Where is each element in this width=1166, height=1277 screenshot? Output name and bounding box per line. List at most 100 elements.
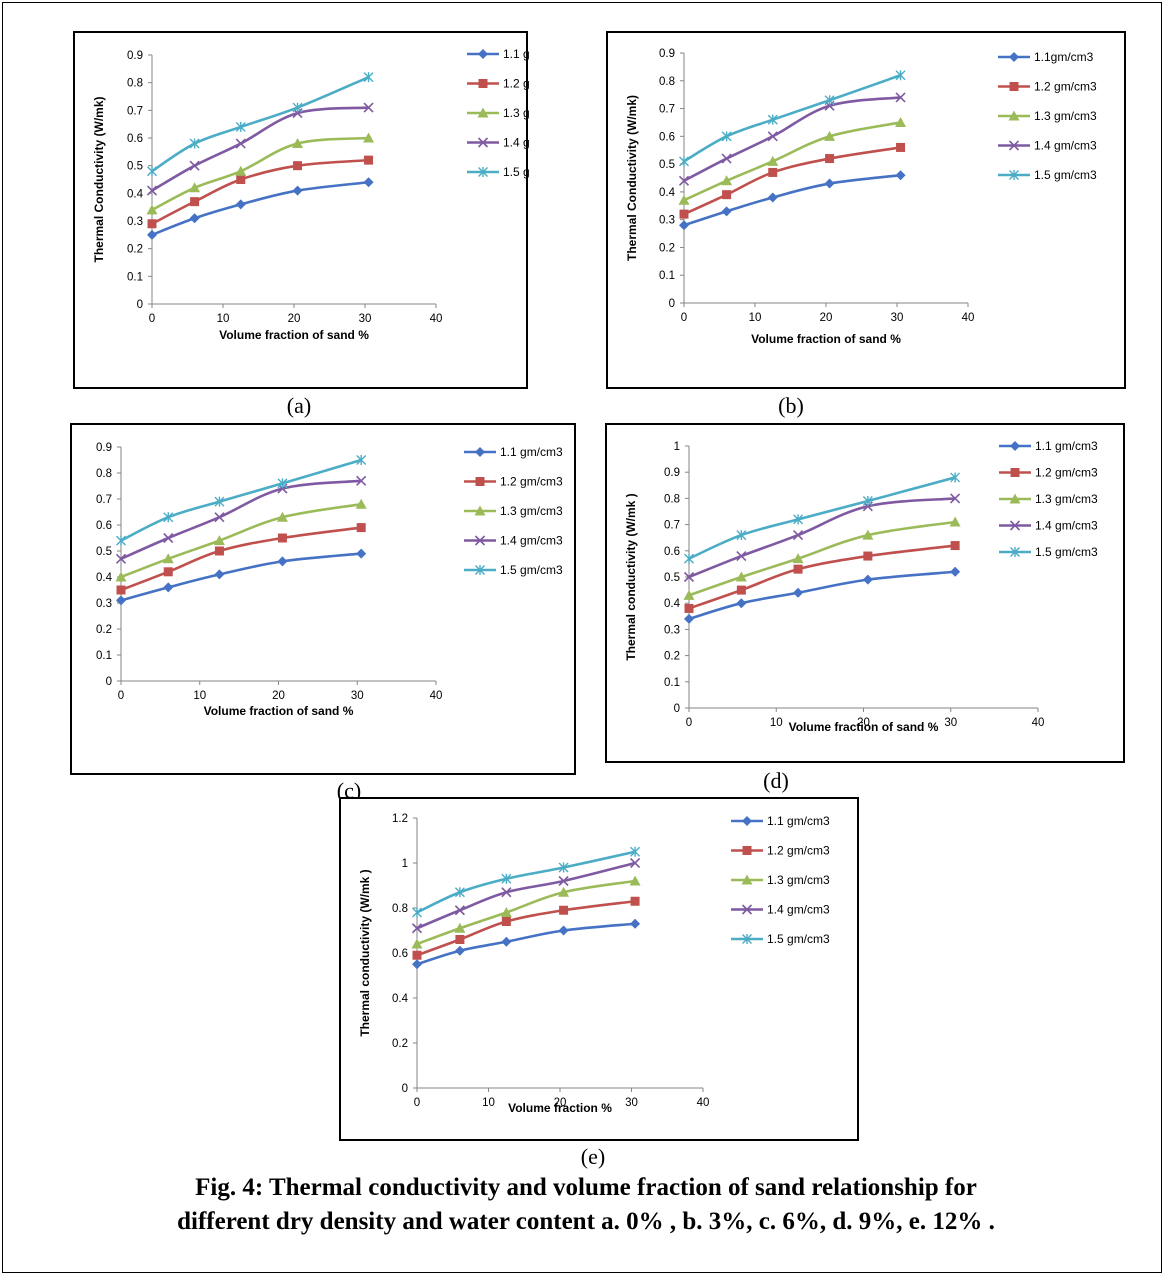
- y-tick-label: 0.4: [392, 993, 409, 1005]
- legend-label: 1.4 gm/cm3: [503, 136, 530, 150]
- legend-label: 1.2 gm/cm3: [767, 844, 830, 858]
- series-line: [151, 75, 370, 173]
- series-1.4: [678, 92, 906, 186]
- data-point: [895, 170, 906, 181]
- sub-label-e: (e): [580, 1144, 606, 1169]
- series-line: [151, 180, 369, 237]
- data-point: [684, 603, 694, 613]
- series-1.3: [678, 116, 907, 205]
- series-line: [120, 458, 362, 542]
- legend-label: 1.1 gm/cm3: [767, 814, 830, 828]
- data-point: [558, 925, 569, 936]
- caption-line-2: different dry density and water content …: [177, 1208, 995, 1235]
- y-tick-label: 0: [674, 703, 680, 715]
- y-tick-label: 0.2: [96, 624, 112, 636]
- series-line: [683, 73, 901, 163]
- series-1.5: [116, 455, 367, 546]
- x-tick-label: 0: [149, 313, 155, 325]
- series-1.4: [683, 493, 961, 583]
- y-tick-label: 0.3: [96, 598, 112, 610]
- data-point: [363, 72, 374, 83]
- data-point: [455, 935, 465, 944]
- data-point: [412, 950, 422, 960]
- chart-panel-e: 0 0.2 0.4 0.6 0.8 1 1.2 0 10 20 30 40 Volume fractio…: [339, 797, 859, 1141]
- data-point: [293, 161, 303, 171]
- chart-panel-c: 0 0.1 0.2 0.3 0.4 0.5 0.6 0.7 0.8 0.9 0 10 20 30 40 Vol…: [70, 423, 576, 775]
- series-line: [688, 476, 956, 560]
- y-tick-label: 0.4: [664, 598, 681, 610]
- data-point: [736, 550, 747, 562]
- y-tick-label: 0: [106, 676, 112, 688]
- data-point: [736, 585, 746, 595]
- data-point: [863, 551, 873, 561]
- y-tick-label: 0.1: [659, 270, 675, 282]
- legend-label: 1.4 gm/cm3: [767, 903, 830, 917]
- legend-marker: [1008, 110, 1020, 121]
- y-tick-label: 1.2: [392, 813, 408, 825]
- data-point: [949, 516, 961, 527]
- data-point: [684, 613, 694, 624]
- series-1.3: [683, 516, 961, 600]
- x-tick-label: 10: [749, 312, 762, 324]
- x-tick-label: 20: [554, 1097, 567, 1109]
- legend-label: 1.4 gm/cm3: [500, 534, 563, 548]
- series-line: [683, 146, 901, 216]
- x-tick-label: 10: [770, 717, 783, 729]
- legend-marker: [477, 107, 489, 118]
- x-tick-label: 40: [962, 312, 975, 324]
- data-point: [292, 102, 303, 113]
- data-point: [678, 175, 690, 186]
- y-tick-label: 0.9: [127, 50, 143, 62]
- data-point: [768, 167, 778, 177]
- data-point: [163, 567, 173, 577]
- legend-item: 1.3 gm/cm3: [999, 492, 1098, 506]
- series-1.1: [684, 566, 961, 624]
- chart-panel-d: 0 0.1 0.2 0.3 0.4 0.5 0.6 0.7 0.8 0.9 1 0 10 20 30 40 Vo…: [605, 423, 1125, 763]
- data-point: [630, 857, 641, 869]
- y-tick-label: 0.6: [392, 948, 408, 960]
- data-point: [116, 535, 126, 546]
- series-1.4: [146, 102, 374, 196]
- data-point: [793, 514, 804, 525]
- legend-label: 1.2 gm/cm3: [500, 475, 563, 489]
- series-line: [416, 879, 636, 946]
- legend-marker: [477, 137, 489, 148]
- data-point: [116, 595, 126, 606]
- y-tick-label: 0.1: [127, 271, 143, 283]
- legend-marker: [742, 934, 752, 944]
- x-tick-label: 20: [288, 313, 301, 325]
- data-point: [189, 213, 200, 224]
- data-point: [190, 197, 200, 207]
- y-tick-label: 0.2: [664, 651, 680, 663]
- legend-marker: [478, 167, 488, 177]
- series-line: [683, 96, 901, 182]
- data-point: [793, 587, 804, 598]
- data-point: [684, 553, 694, 564]
- data-point: [824, 178, 835, 189]
- data-point: [683, 589, 695, 600]
- data-point: [736, 598, 747, 609]
- legend-label: 1.2 gm/cm3: [1034, 80, 1097, 94]
- legend-marker: [1010, 547, 1020, 557]
- legend-label: 1.3 gm/cm3: [1034, 109, 1097, 123]
- series-1.2: [147, 155, 374, 229]
- legend-marker: [741, 904, 753, 915]
- y-tick-label: 0.8: [392, 903, 408, 915]
- legend-marker: [475, 447, 485, 457]
- figure-caption: Fig. 4: Thermal conductivity and volume …: [33, 1171, 1139, 1239]
- y-tick-label: 0.7: [664, 520, 680, 532]
- legend-marker: [475, 565, 485, 575]
- x-tick-label: 0: [414, 1097, 420, 1109]
- legend-item: 1.5 gm/cm3: [467, 165, 530, 179]
- caption-line-1: Fig. 4: Thermal conductivity and volume …: [195, 1174, 977, 1201]
- legend-item: 1.4 gm/cm3: [999, 519, 1098, 533]
- x-tick-label: 0: [681, 312, 687, 324]
- series-1.5: [412, 846, 641, 918]
- legend-marker: [1009, 170, 1019, 180]
- chart-panel-b: 0 0.1 0.2 0.3 0.4 0.5 0.6 0.7 0.8 0.9 0 10 20 30 40 Vol…: [606, 31, 1126, 389]
- series-1.2: [679, 142, 906, 219]
- data-point: [146, 204, 158, 215]
- data-point: [767, 114, 778, 125]
- y-tick-label: 0.9: [664, 467, 680, 479]
- chart-svg-e: 0 0.2 0.4 0.6 0.8 1 1.2 0 10 20 30 40 Volume fractio…: [358, 813, 830, 1115]
